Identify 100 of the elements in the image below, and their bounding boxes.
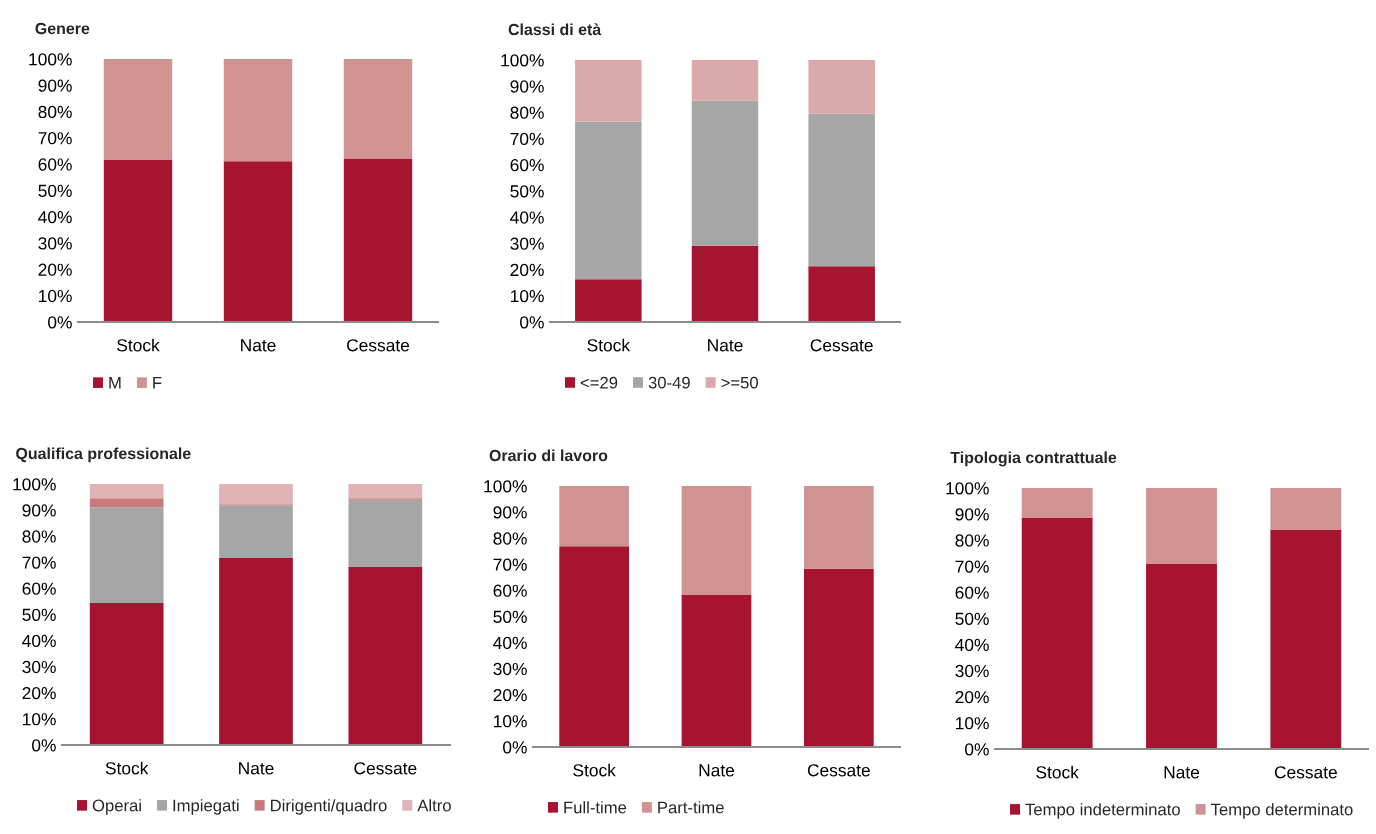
legend-label: Impiegati (173, 799, 239, 815)
bar (1270, 488, 1342, 530)
y-tick-label: 10% (23, 713, 56, 726)
legend-label: Operai (92, 799, 141, 815)
y-tick-label: 20% (493, 688, 527, 702)
y-tick-label: 80% (22, 530, 56, 543)
y-tick-label: 70% (955, 560, 989, 573)
y-tick-label: 60% (22, 582, 56, 595)
legend-label: Dirigenti/quadro (271, 799, 387, 815)
y-tick-label: 50% (38, 184, 72, 197)
bar (803, 568, 874, 747)
legend-label: Altro (417, 799, 451, 812)
y-tick-label: 80% (955, 534, 989, 547)
x-tick-label: Stock (105, 761, 149, 775)
y-tick-label: 0% (503, 741, 527, 754)
y-tick-label: 0% (32, 739, 56, 752)
y-tick-label: 20% (510, 263, 544, 277)
y-tick-label: 100% (484, 480, 527, 493)
y-tick-label: 80% (493, 532, 527, 545)
y-tick-label: 30% (22, 660, 56, 674)
legend-label: >=50 (721, 376, 758, 389)
x-tick-label: Cessate (1274, 766, 1337, 779)
y-tick-label: 100% (946, 482, 989, 495)
y-tick-label: 10% (511, 289, 544, 303)
bar (575, 279, 642, 322)
bar (808, 113, 875, 267)
y-tick-label: 70% (38, 132, 72, 145)
bar (559, 486, 630, 547)
bar (103, 159, 173, 322)
x-tick-label: Cessate (810, 339, 873, 352)
bar (1146, 488, 1217, 564)
bar (559, 546, 630, 747)
x-tick-label: Stock (573, 763, 616, 777)
chart-title: Genere (35, 22, 90, 35)
y-tick-label: 50% (22, 608, 56, 621)
legend-label: Full-time (564, 801, 627, 814)
bar (681, 595, 752, 747)
x-tick-label: Cessate (354, 762, 417, 775)
legend-label: Tempo determinato (1210, 803, 1353, 819)
bar (803, 486, 874, 569)
y-tick-label: 60% (493, 584, 527, 597)
bar (1021, 517, 1093, 749)
chart-title: Tipologia contrattuale (950, 451, 1117, 467)
bar (89, 484, 164, 499)
bar (223, 161, 293, 322)
y-tick-label: 90% (510, 80, 544, 93)
x-tick-label: Cessate (347, 339, 410, 352)
bar (691, 100, 759, 246)
bar (348, 484, 423, 499)
y-tick-label: 40% (510, 211, 544, 224)
y-tick-label: 80% (38, 105, 72, 119)
y-tick-label: 70% (493, 558, 527, 571)
x-tick-label: Nate (708, 339, 743, 352)
bar (223, 59, 293, 162)
y-tick-label: 40% (22, 634, 56, 648)
y-tick-label: 50% (955, 612, 989, 625)
y-tick-label: 90% (955, 508, 989, 521)
x-tick-label: Cessate (807, 764, 870, 777)
x-tick-label: Nate (239, 762, 274, 775)
y-tick-label: 0% (965, 743, 989, 756)
bar (575, 121, 642, 280)
bar (348, 499, 423, 567)
y-tick-label: 40% (493, 636, 527, 650)
y-tick-label: 60% (510, 158, 544, 172)
chart-title: Qualifica professionale (16, 447, 191, 463)
y-tick-label: 70% (510, 132, 544, 146)
x-tick-label: Nate (241, 339, 276, 352)
bar (343, 158, 413, 322)
legend-label: F (153, 377, 162, 389)
x-tick-label: Stock (1036, 765, 1079, 779)
x-tick-label: Nate (699, 764, 735, 777)
y-tick-label: 70% (22, 556, 56, 569)
y-tick-label: 60% (955, 586, 989, 599)
bar (103, 59, 173, 160)
bar (219, 484, 293, 505)
y-tick-label: 80% (510, 106, 544, 119)
bar (691, 60, 759, 101)
x-tick-label: Stock (117, 338, 160, 352)
y-tick-label: 0% (48, 316, 72, 329)
y-tick-label: 0% (520, 316, 544, 329)
y-tick-label: 30% (38, 237, 72, 250)
y-tick-label: 100% (29, 53, 72, 66)
y-tick-label: 20% (38, 263, 72, 276)
legend-label: <=29 (580, 376, 618, 389)
legend-label: Part-time (658, 801, 724, 814)
y-tick-label: 10% (494, 715, 527, 728)
y-tick-label: 60% (38, 158, 72, 171)
bar (575, 60, 642, 122)
bar (89, 603, 164, 745)
legend-label: 30-49 (648, 376, 690, 389)
y-tick-label: 20% (22, 686, 56, 700)
y-tick-label: 10% (39, 289, 72, 303)
bar (89, 507, 164, 604)
legend-label: Tempo indeterminato (1025, 803, 1180, 819)
y-tick-label: 20% (955, 690, 989, 704)
chart-title: Classi di età (508, 23, 602, 36)
y-tick-label: 90% (22, 504, 56, 517)
y-tick-label: 40% (955, 638, 989, 652)
bar (808, 266, 875, 322)
chart-title: Orario di lavoro (489, 449, 608, 462)
